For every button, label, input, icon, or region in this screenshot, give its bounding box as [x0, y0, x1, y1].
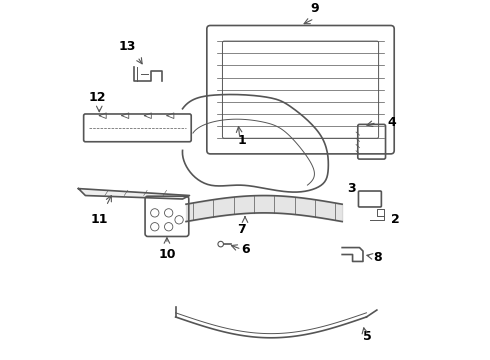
Text: 10: 10 [158, 248, 176, 261]
Text: 4: 4 [387, 116, 396, 129]
Text: 8: 8 [373, 252, 382, 265]
Polygon shape [78, 189, 190, 199]
Text: 5: 5 [363, 329, 372, 343]
Text: 11: 11 [91, 213, 108, 226]
Text: 1: 1 [237, 134, 246, 147]
Text: 7: 7 [237, 223, 246, 236]
Text: 12: 12 [89, 91, 106, 104]
Text: 9: 9 [310, 2, 318, 15]
Text: 3: 3 [347, 182, 356, 195]
Text: 13: 13 [118, 40, 136, 53]
Text: 6: 6 [242, 243, 250, 256]
FancyBboxPatch shape [222, 41, 379, 138]
Text: 2: 2 [391, 213, 399, 226]
